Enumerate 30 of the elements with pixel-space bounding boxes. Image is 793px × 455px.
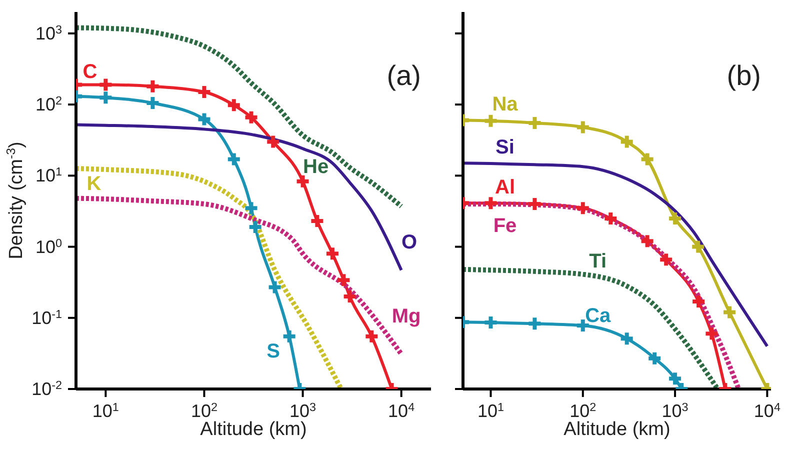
x-axis-title: Altitude (km) (564, 419, 670, 440)
y-tick-label: 10$^{3}$ (35, 22, 62, 44)
x-tick-label: 10$^{1}$ (477, 400, 504, 421)
series-label: C (82, 60, 98, 83)
y-tick-label: 10$^{1}$ (35, 165, 62, 186)
series-label: O (402, 231, 418, 254)
x-tick-label: 10$^{2}$ (190, 400, 218, 421)
series-label: S (266, 340, 280, 363)
x-tick-label: 10$^{4}$ (388, 400, 416, 421)
y-tick-label: 10$^{0}$ (35, 236, 62, 257)
series-label: Al (495, 176, 515, 198)
y-tick-label: 10$^{2}$ (35, 94, 62, 115)
series-label: K (86, 172, 102, 195)
x-tick-label: 10$^{1}$ (92, 400, 119, 421)
series-label: Mg (392, 305, 421, 328)
series-label: Ti (589, 250, 607, 273)
annotation: (a) (386, 60, 421, 92)
series-label: Na (492, 94, 519, 116)
x-tick-label: 10$^{2}$ (570, 400, 596, 421)
x-tick-label: 10$^{4}$ (754, 400, 781, 421)
annotation: (b) (726, 60, 761, 92)
series-label: Ca (585, 304, 612, 327)
x-tick-label: 10$^{3}$ (662, 400, 688, 421)
x-axis-title: Altitude (km) (200, 419, 307, 440)
series-label: He (303, 156, 329, 178)
series-label: Si (496, 136, 514, 158)
x-tick-label: 10$^{3}$ (290, 400, 316, 421)
series-label: Fe (493, 215, 517, 238)
y-tick-label: 10$^{-1}$ (32, 307, 62, 328)
y-tick-label: 10$^{-2}$ (32, 378, 62, 399)
